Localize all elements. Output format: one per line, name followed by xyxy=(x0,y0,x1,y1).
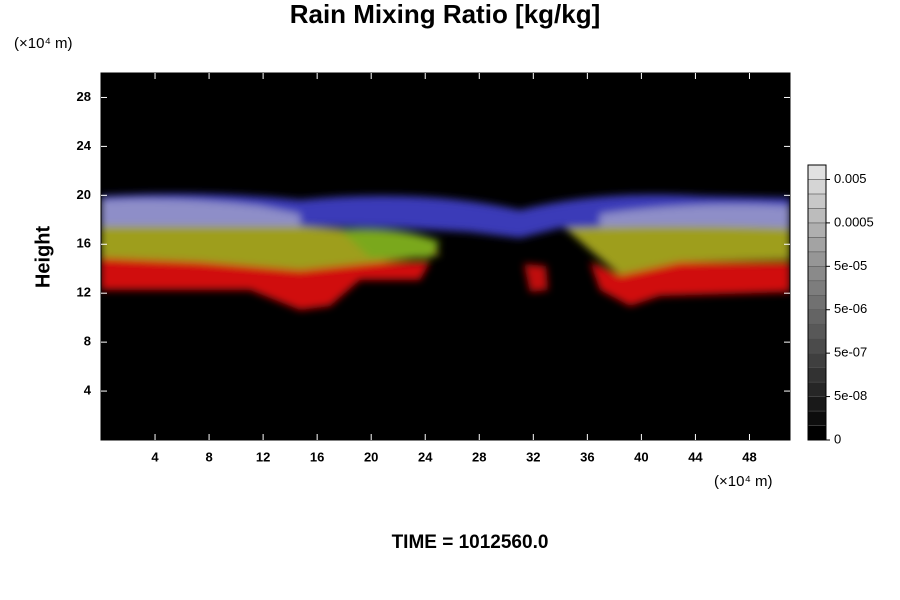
chart-title: Rain Mixing Ratio [kg/kg] xyxy=(290,0,601,29)
x-tick-label: 8 xyxy=(205,449,212,464)
x-tick-label: 28 xyxy=(472,449,486,464)
colorbar-tick-label: 5e-08 xyxy=(834,388,867,403)
colorbar-band xyxy=(807,295,827,310)
colorbar-band xyxy=(807,367,827,383)
colorbar-band xyxy=(807,208,827,224)
y-tick-label: 4 xyxy=(84,383,92,398)
x-tick-label: 12 xyxy=(256,449,270,464)
x-tick-label: 16 xyxy=(310,449,324,464)
colorbar-tick-label: 0 xyxy=(834,431,841,446)
field xyxy=(101,193,790,310)
time-label: TIME = 1012560.0 xyxy=(392,532,549,553)
y-unit: (×10⁴ m) xyxy=(14,35,73,52)
y-tick-label: 24 xyxy=(77,138,92,153)
colorbar-band xyxy=(807,222,827,238)
colorbar-frame xyxy=(807,164,827,441)
colorbar-band xyxy=(807,381,827,397)
x-tick-label: 40 xyxy=(634,449,648,464)
colorbar-band xyxy=(807,410,827,426)
colorbar-band xyxy=(807,164,827,180)
colorbar-band xyxy=(807,251,827,267)
y-tick-label: 16 xyxy=(77,236,91,251)
x-tick-label: 48 xyxy=(742,449,756,464)
colorbar-tick-label: 5e-05 xyxy=(834,258,867,273)
x-tick-label: 4 xyxy=(151,449,159,464)
y-tick-label: 20 xyxy=(77,187,91,202)
x-tick-label: 32 xyxy=(526,449,540,464)
x-tick-label: 44 xyxy=(688,449,703,464)
colorbar-band xyxy=(807,323,827,339)
colorbar-tick-label: 5e-06 xyxy=(834,301,867,316)
y-tick-label: 28 xyxy=(77,89,91,104)
y-tick-label: 12 xyxy=(77,285,91,300)
colorbar-band xyxy=(807,237,827,253)
colorbar-band xyxy=(807,280,827,296)
colorbar-tick-label: 0.005 xyxy=(834,171,867,186)
colorbar-band xyxy=(807,425,827,441)
x-tick-label: 36 xyxy=(580,449,594,464)
colorbar-band xyxy=(807,179,827,195)
y-tick-label: 8 xyxy=(84,334,91,349)
y-axis-label: Height xyxy=(32,226,54,289)
colorbar-band xyxy=(807,396,827,412)
x-tick-label: 20 xyxy=(364,449,378,464)
colorbar-band xyxy=(807,352,827,368)
x-unit: (×10⁴ m) xyxy=(714,473,773,490)
colorbar-tick-label: 0.0005 xyxy=(834,214,874,229)
plot-frame xyxy=(100,72,791,441)
colorbar-tick-label: 5e-07 xyxy=(834,345,867,360)
colorbar-band xyxy=(807,266,827,282)
colorbar-band xyxy=(807,309,827,325)
colorbar-band xyxy=(807,338,827,354)
x-tick-label: 24 xyxy=(418,449,433,464)
colorbar-band xyxy=(807,193,827,209)
